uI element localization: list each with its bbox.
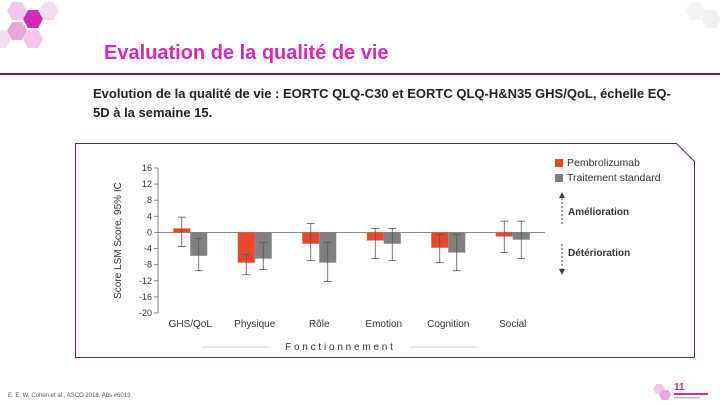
y-tick-label: -8 <box>144 260 152 270</box>
x-axis-title: F o n c t i o n n e m e n t <box>285 342 393 353</box>
y-tick-label: 4 <box>147 211 152 221</box>
x-tick-label: Physique <box>234 319 276 330</box>
y-tick-label: -20 <box>139 308 152 318</box>
arrow-up-head-icon <box>559 192 565 198</box>
x-tick-label: Cognition <box>427 319 469 330</box>
hexagon-decoration <box>0 2 59 48</box>
y-tick-label: 8 <box>147 195 152 205</box>
x-tick-label: Emotion <box>365 319 402 330</box>
svg-text:11: 11 <box>674 382 685 393</box>
y-tick-label: 16 <box>142 163 152 173</box>
y-tick-label: 0 <box>147 227 152 237</box>
slide-title: Evaluation de la qualité de vie <box>104 42 389 64</box>
highlights-logo: 11 <box>653 382 708 400</box>
legend-label-pembrolizumab: Pembrolizumab <box>567 156 640 169</box>
legend-swatch-standard <box>555 173 563 182</box>
bar-pembrolizumab <box>237 232 255 263</box>
y-tick-label: 12 <box>142 179 152 189</box>
x-tick-label: Rôle <box>309 319 330 330</box>
hexagon-decoration-right <box>685 2 720 28</box>
annotation-improvement: Amélioration <box>568 207 630 218</box>
slide-subtitle: Evolution de la qualité de vie : EORTC Q… <box>93 86 671 120</box>
y-axis-title: Score LSM Score, 95% IC <box>113 182 124 299</box>
footer-reference: E. E. W. Cohen et al., ASCO 2018, Abs #6… <box>8 393 131 399</box>
legend-item-standard: Traitement standard <box>555 170 661 185</box>
x-tick-label: Social <box>499 319 526 330</box>
y-tick-label: -4 <box>144 244 152 254</box>
chart-frame <box>75 143 695 358</box>
legend-label-standard: Traitement standard <box>567 171 661 184</box>
legend-swatch-pembrolizumab <box>555 158 563 167</box>
legend-item-pembrolizumab: Pembrolizumab <box>555 155 661 170</box>
y-tick-label: -16 <box>139 292 152 302</box>
title-divider <box>0 73 720 75</box>
chart-legend: Pembrolizumab Traitement standard <box>555 155 661 185</box>
arrow-down-head-icon <box>559 269 565 275</box>
x-tick-label: GHS/QoL <box>169 319 213 330</box>
annotation-deterioration: Détérioration <box>568 248 631 259</box>
y-tick-label: -12 <box>139 276 152 286</box>
